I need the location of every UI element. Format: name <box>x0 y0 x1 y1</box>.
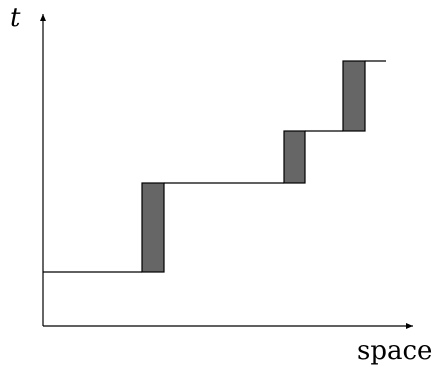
shaded-block-3 <box>342 60 366 132</box>
shaded-block-1 <box>141 182 165 273</box>
y-axis-label: t <box>10 3 21 33</box>
x-axis-label: space <box>357 336 432 366</box>
shaded-block-2 <box>283 130 306 184</box>
